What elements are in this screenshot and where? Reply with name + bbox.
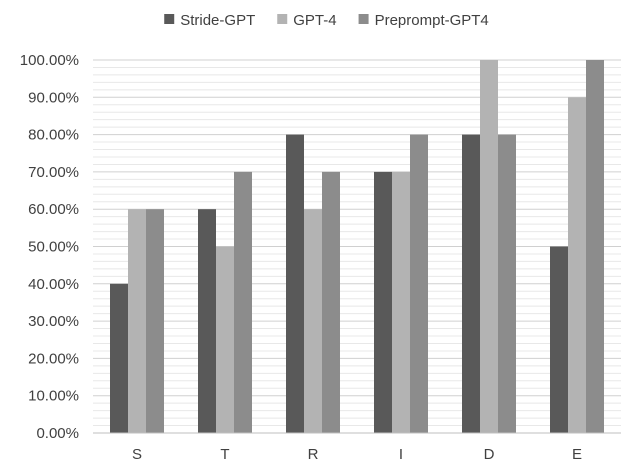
- bar-gpt-4-e: [568, 97, 586, 434]
- x-tick-label: S: [132, 446, 142, 463]
- x-tick-label: E: [572, 446, 582, 463]
- bar-stride-gpt-e: [550, 246, 568, 433]
- bar-preprompt-gpt4-r: [322, 171, 340, 433]
- legend: Stride-GPT GPT-4 Preprompt-GPT4: [164, 12, 489, 29]
- y-tick-label: 30.00%: [28, 313, 79, 330]
- bar-preprompt-gpt4-e: [586, 60, 604, 433]
- y-tick-label: 40.00%: [28, 276, 79, 293]
- y-tick-label: 80.00%: [28, 127, 79, 144]
- bar-gpt-4-i: [392, 171, 410, 433]
- y-tick-label: 20.00%: [28, 350, 79, 367]
- bar-preprompt-gpt4-i: [410, 134, 428, 433]
- bar-stride-gpt-i: [374, 171, 392, 433]
- bar-gpt-4-t: [216, 246, 234, 433]
- legend-swatch: [164, 14, 175, 24]
- bars: [110, 60, 604, 434]
- y-tick-label: 70.00%: [28, 164, 79, 181]
- bar-gpt-4-s: [128, 209, 146, 433]
- y-tick-label: 0.00%: [36, 425, 79, 442]
- y-tick-label: 60.00%: [28, 201, 79, 218]
- legend-label: Preprompt-GPT4: [375, 12, 489, 29]
- bar-preprompt-gpt4-t: [234, 171, 252, 433]
- bar-stride-gpt-s: [110, 283, 128, 433]
- legend-label: GPT-4: [293, 12, 336, 29]
- bar-stride-gpt-r: [286, 134, 304, 433]
- bar-stride-gpt-d: [462, 134, 480, 433]
- y-tick-label: 10.00%: [28, 388, 79, 405]
- y-tick-label: 50.00%: [28, 239, 79, 256]
- legend-swatch: [358, 14, 369, 24]
- bar-stride-gpt-t: [198, 209, 216, 433]
- legend-swatch: [277, 14, 288, 24]
- legend-label: Stride-GPT: [180, 12, 255, 29]
- y-tick-label: 100.00%: [20, 52, 79, 69]
- bar-preprompt-gpt4-s: [146, 209, 164, 433]
- x-tick-label: R: [308, 446, 319, 463]
- x-tick-label: D: [484, 446, 495, 463]
- axes: 0.00% 10.00% 20.00% 30.00% 40.00% 50.00% 60.00…: [20, 52, 621, 463]
- x-tick-label: I: [399, 446, 403, 463]
- y-tick-label: 90.00%: [28, 89, 79, 106]
- bar-gpt-4-d: [480, 60, 498, 433]
- bar-gpt-4-r: [304, 209, 322, 433]
- x-tick-label: T: [220, 446, 229, 463]
- bar-preprompt-gpt4-d: [498, 134, 516, 433]
- grid-lines: [93, 59, 621, 427]
